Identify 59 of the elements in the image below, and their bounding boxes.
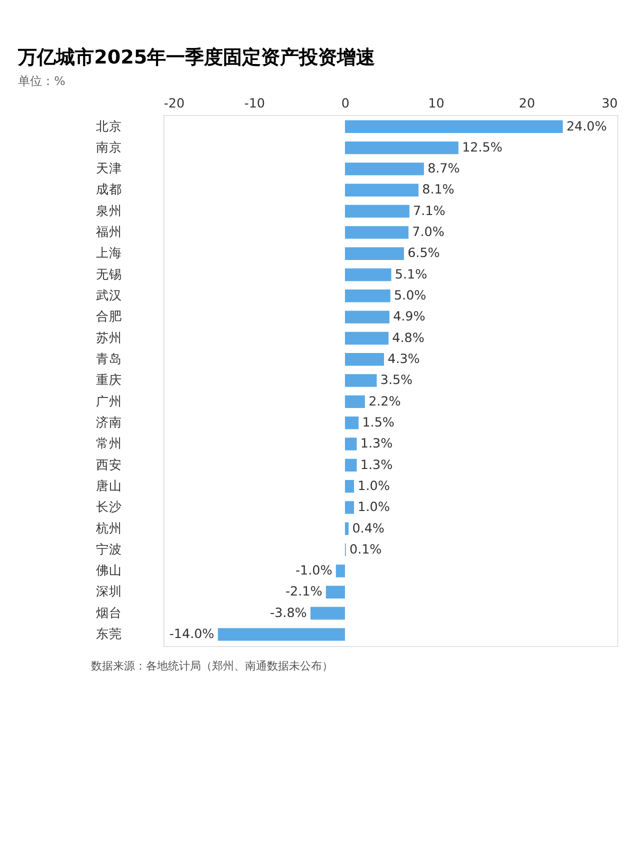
data-label: 2.2% bbox=[368, 393, 401, 408]
data-label: 24.0% bbox=[566, 118, 607, 134]
data-label: 7.1% bbox=[413, 202, 446, 218]
y-tick-label: 合肥 bbox=[96, 308, 122, 324]
x-tick-label: 20 bbox=[518, 95, 536, 110]
source-note: 数据来源：各地统计局（郑州、南通数据未公布） bbox=[90, 660, 333, 673]
y-tick-label: 成都 bbox=[96, 182, 122, 197]
y-tick-label: 武汉 bbox=[96, 288, 122, 303]
data-label: 8.7% bbox=[428, 160, 460, 176]
y-tick-label: 常州 bbox=[96, 436, 122, 451]
y-tick-label: 北京 bbox=[96, 118, 122, 134]
data-label: 0.1% bbox=[350, 541, 382, 556]
y-tick-label: 福州 bbox=[96, 224, 122, 240]
y-tick-label: 唐山 bbox=[96, 478, 122, 493]
data-label: 6.5% bbox=[408, 245, 440, 260]
data-label: -1.0% bbox=[295, 562, 332, 578]
x-tick-label: 30 bbox=[602, 95, 618, 110]
data-label: 8.1% bbox=[422, 182, 454, 197]
data-label: 7.0% bbox=[412, 224, 444, 240]
y-tick-label: 重庆 bbox=[96, 372, 122, 388]
data-label: 1.3% bbox=[360, 456, 393, 472]
y-tick-label: 无锡 bbox=[96, 266, 122, 282]
data-label: 12.5% bbox=[462, 139, 502, 154]
y-tick-label: 深圳 bbox=[96, 584, 122, 599]
x-tick-label: 0 bbox=[341, 95, 350, 110]
data-label: 1.5% bbox=[362, 414, 394, 430]
data-label: 4.8% bbox=[392, 330, 424, 345]
y-tick-label: 烟台 bbox=[96, 604, 122, 620]
y-tick-label: 东莞 bbox=[96, 626, 122, 642]
data-label: 1.0% bbox=[358, 499, 390, 514]
data-label: -14.0% bbox=[169, 626, 214, 642]
y-tick-label: 西安 bbox=[96, 456, 122, 472]
y-tick-label: 苏州 bbox=[96, 330, 122, 345]
data-label: 5.0% bbox=[394, 288, 426, 303]
y-tick-label: 青岛 bbox=[96, 351, 122, 366]
data-label: 4.9% bbox=[393, 308, 426, 324]
y-tick-label: 佛山 bbox=[96, 562, 122, 578]
y-tick-label: 上海 bbox=[96, 245, 122, 260]
data-label: 1.3% bbox=[360, 436, 393, 451]
y-tick-label: 济南 bbox=[96, 414, 122, 430]
x-tick-label: 10 bbox=[428, 95, 444, 110]
y-tick-label: 南京 bbox=[96, 139, 122, 154]
x-tick-label: -10 bbox=[244, 95, 266, 110]
y-tick-label: 杭州 bbox=[94, 520, 122, 536]
data-label: 1.0% bbox=[358, 478, 390, 493]
data-label: 0.4% bbox=[352, 520, 384, 536]
data-label: 5.1% bbox=[394, 266, 428, 282]
y-tick-label: 天津 bbox=[96, 160, 122, 176]
y-tick-label: 宁波 bbox=[96, 541, 122, 556]
y-tick-label: 长沙 bbox=[96, 499, 122, 514]
x-tick-label: -20 bbox=[164, 95, 185, 110]
text: 单位：% bbox=[18, 74, 66, 88]
y-tick-label: 广州 bbox=[96, 393, 122, 408]
data-label: -2.1% bbox=[285, 584, 322, 599]
y-tick-label: 泉州 bbox=[96, 202, 122, 218]
data-label: 3.5% bbox=[380, 372, 413, 388]
data-label: -3.8% bbox=[270, 604, 307, 620]
data-label: 4.3% bbox=[388, 351, 420, 366]
chart-title: 万亿城市2025年一季度固定资产投资增速 bbox=[17, 46, 376, 68]
